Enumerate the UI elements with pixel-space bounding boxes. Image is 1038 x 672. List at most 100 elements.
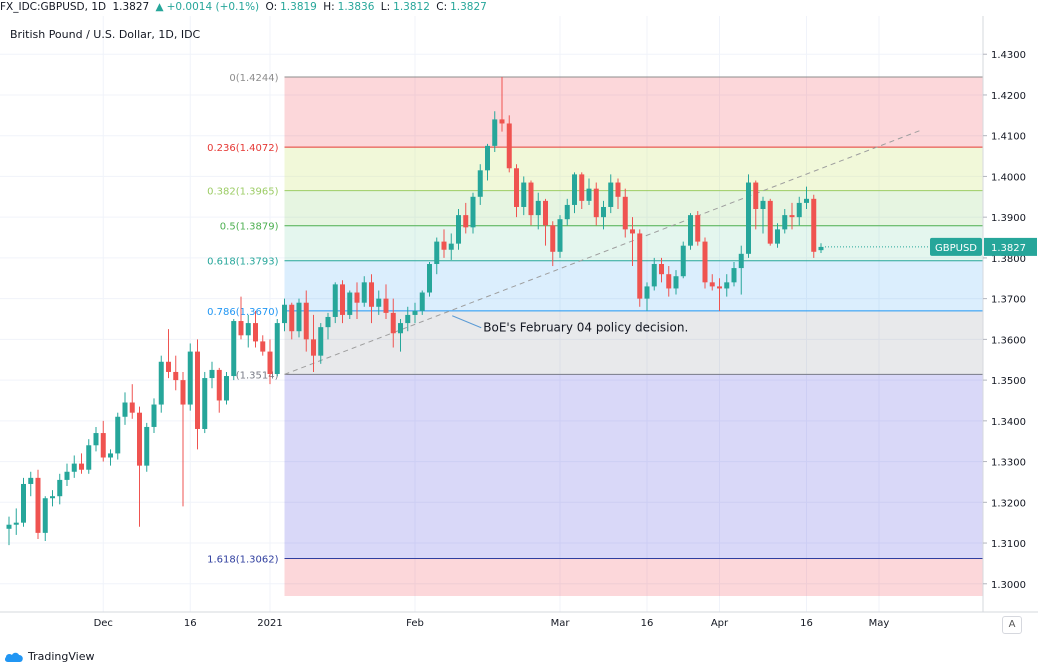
tradingview-cloud-icon <box>4 652 23 662</box>
candle-body <box>35 477 41 533</box>
low-value: 1.3812 <box>393 1 430 13</box>
candle-body <box>717 286 722 289</box>
candle-body <box>804 198 809 203</box>
candle-body <box>332 284 338 317</box>
candle-body <box>477 170 483 197</box>
candle-body <box>637 233 643 299</box>
candle-body <box>253 323 258 342</box>
candle-body <box>376 298 382 307</box>
candle-body <box>209 369 215 379</box>
candle-body <box>187 351 193 405</box>
candle-body <box>296 302 302 332</box>
candle-body <box>680 245 686 277</box>
fib-level-label: 0.618(1.3793) <box>207 257 279 268</box>
time-tick-label: Feb <box>406 618 424 629</box>
symbol-tag-bg <box>930 237 982 256</box>
candle-body <box>593 188 599 218</box>
candle-body <box>86 445 92 470</box>
candle-body <box>289 304 295 332</box>
price-tick-label: 1.3100 <box>991 539 1026 550</box>
tradingview-logo[interactable]: TradingView <box>4 650 94 663</box>
candle-body <box>644 286 650 299</box>
price-tick-label: 1.3400 <box>991 417 1026 428</box>
candle-body <box>202 378 208 429</box>
fib-level-label: 0.236(1.4072) <box>207 143 279 154</box>
candle-body <box>608 182 614 207</box>
candle-body <box>115 416 121 454</box>
price-tick-label: 1.3600 <box>991 335 1026 346</box>
price-chart[interactable]: 0(1.4244) 0.236(1.4072) 0.382(1.3965) 0.5(1… <box>0 16 1038 636</box>
high-value: 1.3836 <box>337 1 375 13</box>
time-tick-label: 2021 <box>257 618 282 629</box>
candle-body <box>79 463 84 470</box>
candle-body <box>274 323 280 374</box>
candle-body <box>448 243 454 250</box>
annotation-pointer <box>452 315 482 329</box>
candle-body <box>789 215 795 218</box>
candle-body <box>93 433 99 446</box>
fib-level-label: 0.786(1.3670) <box>207 307 279 318</box>
chart-area[interactable]: 0(1.4244) 0.236(1.4072) 0.382(1.3965) 0.5(1… <box>0 16 1038 636</box>
time-tick-label: May <box>869 618 890 629</box>
price-tick-label: 1.3500 <box>991 376 1026 387</box>
price-tick-label: 1.4000 <box>991 172 1026 183</box>
tradingview-brand: TradingView <box>28 650 95 663</box>
price-tick-label: 1.4200 <box>991 91 1026 102</box>
time-tick-label: 16 <box>184 618 197 629</box>
candle-body <box>615 182 621 197</box>
candle-body <box>137 412 142 466</box>
candle-body <box>564 204 570 220</box>
candle-body <box>282 304 287 324</box>
price-tick-label: 1.3900 <box>991 213 1026 224</box>
candle-body <box>6 524 12 529</box>
candle-body <box>28 477 34 484</box>
auto-scale-button[interactable]: A <box>1002 616 1022 634</box>
candle-body <box>122 402 128 417</box>
candle-body <box>383 298 389 313</box>
last-price: 1.3827 <box>112 1 150 13</box>
candle-body <box>100 433 106 458</box>
candle-body <box>419 292 425 311</box>
close-label: C: <box>436 1 448 13</box>
candle-body <box>456 215 461 244</box>
candle-body <box>245 323 251 336</box>
candle-body <box>166 361 171 372</box>
fib-level-label: 0.5(1.3879) <box>220 222 279 233</box>
candle-body <box>398 323 403 334</box>
candle-body <box>731 268 737 283</box>
candle-body <box>528 182 534 216</box>
symbol-header: FX_IDC:GBPUSD, 1D 1.3827 ▲ +0.0014 (+0.1%… <box>0 0 1038 16</box>
fib-level-label: (1.3514) <box>236 370 279 381</box>
open-value: 1.3819 <box>280 1 317 13</box>
candle-body <box>427 264 432 293</box>
candle-body <box>129 402 135 413</box>
symbol-tag-text: GBPUSD <box>935 243 977 254</box>
candle-body <box>775 229 780 244</box>
candle-body <box>303 302 309 340</box>
high-label: H: <box>323 1 335 13</box>
candle-body <box>108 453 113 458</box>
candle-body <box>325 316 331 328</box>
candle-body <box>311 339 316 356</box>
candle-body <box>811 198 817 252</box>
candle-body <box>216 369 222 401</box>
candle-body <box>318 327 324 356</box>
candle-body <box>441 241 447 250</box>
candle-body <box>622 196 628 230</box>
fib-zone <box>284 147 983 191</box>
close-value: 1.3827 <box>450 1 487 13</box>
candle-body <box>42 498 48 533</box>
candle-body <box>702 241 708 283</box>
candle-body <box>231 321 237 377</box>
candle-body <box>535 200 541 216</box>
candle-body <box>260 341 266 352</box>
fib-zone <box>284 260 983 311</box>
symbol-label[interactable]: FX_IDC:GBPUSD, 1D <box>0 1 107 13</box>
candle-body <box>369 282 374 307</box>
price-tick-label: 1.3700 <box>991 295 1026 306</box>
candle-body <box>158 361 164 405</box>
candle-body <box>405 314 411 324</box>
candle-body <box>550 225 556 252</box>
price-tick-label: 1.3000 <box>991 580 1026 591</box>
candle-body <box>709 282 715 287</box>
